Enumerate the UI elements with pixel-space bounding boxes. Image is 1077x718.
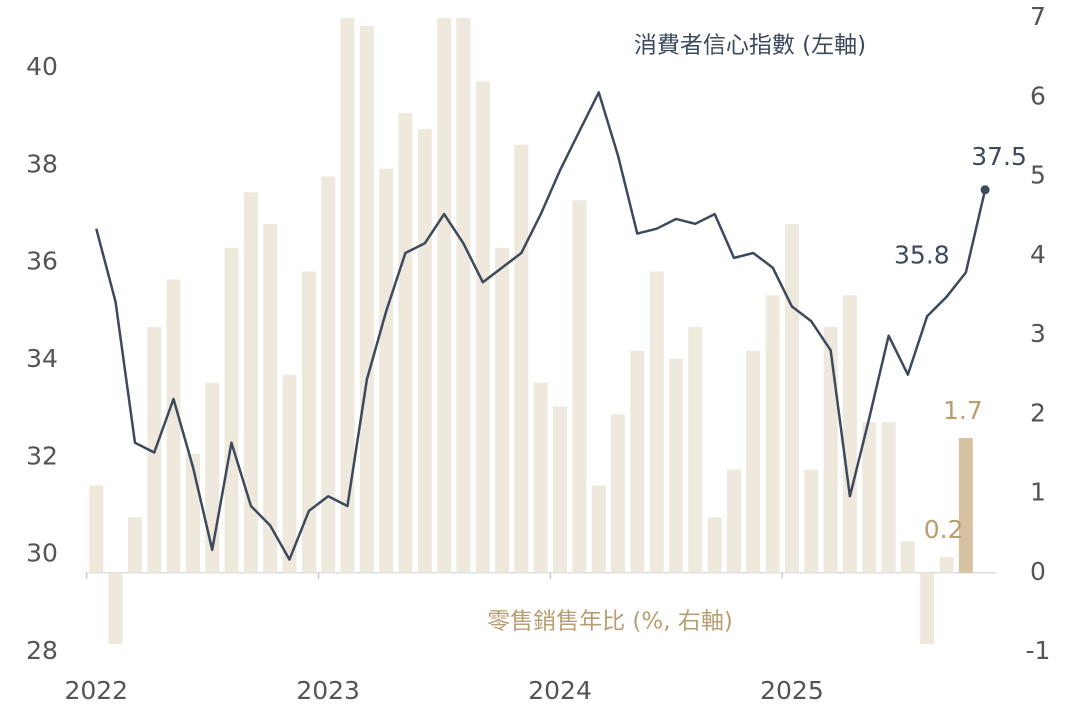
bar [920, 572, 935, 645]
bar [128, 517, 143, 573]
bar [282, 374, 297, 573]
data-label: 35.8 [894, 240, 950, 269]
legend-label: 消費者信心指數 (左軸) [634, 33, 866, 59]
y2-tick-label: 0 [1030, 557, 1046, 586]
bar [630, 350, 645, 573]
bar [611, 414, 626, 573]
x-tick-label: 2022 [64, 676, 128, 705]
bar [862, 422, 877, 573]
bar [224, 247, 239, 573]
bar [379, 168, 394, 573]
x-tick-label: 2025 [760, 676, 824, 705]
bar [166, 279, 181, 573]
bar [89, 485, 104, 573]
y2-tick-label: 7 [1030, 2, 1046, 31]
y2-tick-label: 2 [1030, 398, 1046, 427]
bar [707, 517, 722, 573]
legend-label: 零售銷售年比 (%, 右軸) [487, 609, 733, 635]
bar [475, 81, 490, 573]
bar [359, 25, 374, 573]
bar [668, 358, 683, 573]
bar [726, 469, 741, 573]
end-marker [980, 185, 990, 195]
line [95, 91, 987, 561]
bar [842, 295, 857, 573]
bar [688, 327, 703, 573]
bar [417, 128, 432, 573]
y-tick-label: 34 [26, 344, 58, 373]
y-tick-label: 38 [26, 149, 58, 178]
bar [321, 176, 336, 573]
x-tick-label: 2024 [528, 676, 592, 705]
bar [243, 192, 258, 573]
bar [263, 224, 278, 573]
data-label: 1.7 [943, 396, 983, 425]
bar [108, 572, 123, 645]
bar [456, 18, 471, 573]
bar [649, 271, 664, 573]
y2-tick-label: -1 [1026, 636, 1051, 665]
bar [939, 556, 954, 573]
y-tick-label: 36 [26, 247, 58, 276]
y-tick-label: 32 [26, 441, 58, 470]
y-tick-label: 30 [26, 539, 58, 568]
bar [958, 438, 973, 573]
bar [553, 406, 568, 573]
bar [784, 224, 799, 573]
x-tick-label: 2023 [296, 676, 360, 705]
y2-tick-label: 1 [1030, 478, 1046, 507]
bar [900, 541, 915, 573]
bar [301, 271, 316, 573]
bar [746, 350, 761, 573]
bar [572, 200, 587, 573]
y2-tick-label: 4 [1030, 240, 1046, 269]
y-tick-label: 40 [26, 52, 58, 81]
bar [514, 144, 529, 573]
data-label: 37.5 [971, 142, 1027, 171]
bar [765, 295, 780, 573]
y2-tick-label: 5 [1030, 161, 1046, 190]
y-tick-label: 28 [26, 636, 58, 665]
y2-tick-label: 3 [1030, 319, 1046, 348]
bar [495, 247, 510, 573]
bar [340, 18, 355, 573]
bar [823, 327, 838, 573]
y2-tick-label: 6 [1030, 81, 1046, 110]
bar [437, 18, 452, 573]
bar [881, 422, 896, 573]
bar [398, 113, 413, 573]
bar [591, 485, 606, 573]
bar [804, 469, 819, 573]
data-label: 0.2 [924, 515, 964, 544]
bar [533, 382, 548, 573]
